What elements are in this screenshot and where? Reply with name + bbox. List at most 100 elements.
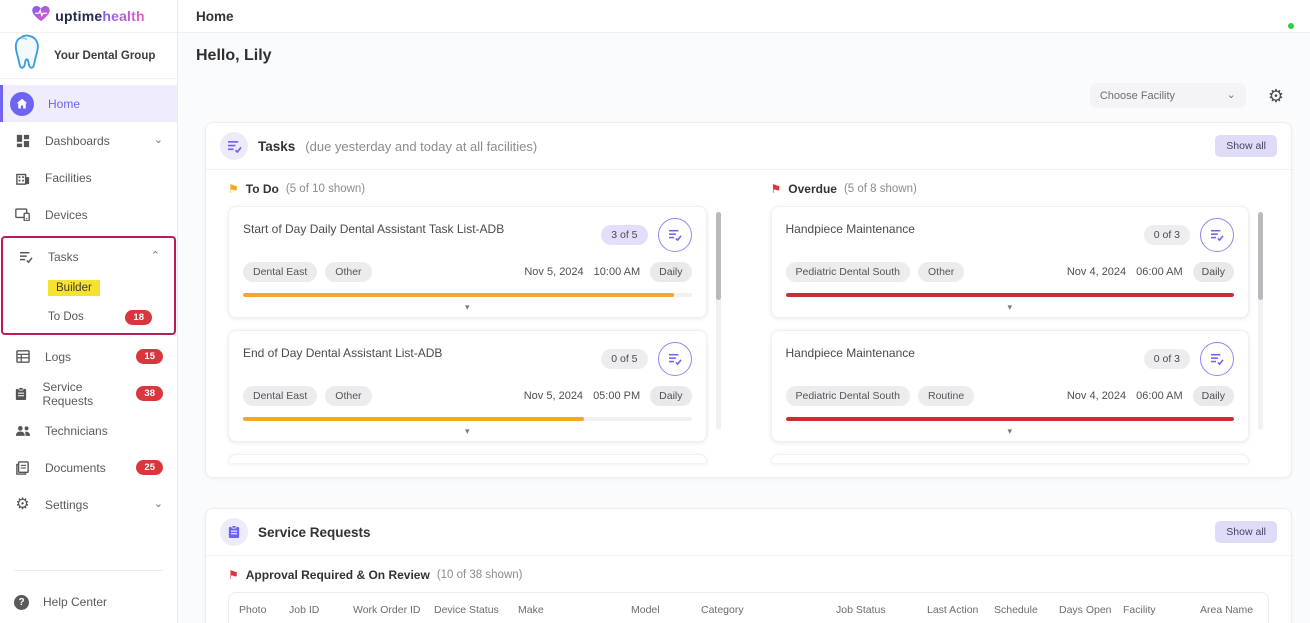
task-frequency-pill: Daily	[650, 262, 692, 282]
task-card: Start of Day Daily Dental Assistant Task…	[228, 206, 707, 318]
sidebar-item-label: Dashboards	[45, 133, 110, 148]
task-card: Handpiece Maintenance 0 of 3 Pediatric D…	[770, 206, 1249, 318]
expand-chevron-icon: ▾	[464, 301, 470, 312]
user-avatar[interactable]	[1268, 3, 1295, 30]
column-header: Facility	[1123, 603, 1156, 616]
service-requests-card: Service Requests Show all ⚑ Approval Req…	[205, 508, 1292, 623]
sidebar-divider	[14, 570, 163, 571]
devices-icon	[14, 208, 31, 221]
task-expand-toggle[interactable]: ▾	[786, 421, 1235, 441]
service-requests-show-all-button[interactable]: Show all	[1215, 521, 1277, 543]
task-progress-fill	[243, 417, 584, 421]
overdue-scrollbar[interactable]	[1258, 212, 1263, 430]
sidebar-item-label: Home	[48, 96, 81, 111]
technicians-icon	[14, 425, 31, 437]
task-frequency-pill: Daily	[650, 386, 692, 406]
task-title: Handpiece Maintenance	[785, 222, 915, 236]
tasks-show-all-button[interactable]: Show all	[1215, 135, 1277, 157]
task-progress-pill: 0 of 3	[1143, 349, 1190, 369]
facility-tag: Pediatric Dental South	[785, 386, 910, 406]
chevron-up-icon: ⌃	[150, 250, 160, 262]
sidebar-nav: Home Dashboards ⌄ Facilities Devices	[0, 79, 177, 523]
tasks-subtitle: (due yesterday and today at all faciliti…	[305, 138, 538, 154]
documents-icon	[14, 460, 31, 475]
sidebar-item-technicians[interactable]: Technicians	[0, 412, 177, 449]
todo-scrollbar[interactable]	[715, 212, 721, 430]
sidebar-item-label: Settings	[45, 497, 89, 512]
sidebar-subitem-builder[interactable]: Builder	[3, 275, 174, 301]
task-progress-track	[243, 417, 692, 421]
sidebar-item-label: Facilities	[45, 170, 92, 185]
online-status-dot	[1287, 22, 1295, 30]
greeting-heading: Hello, Lily	[196, 47, 272, 64]
task-frequency-pill: Daily	[1192, 262, 1234, 282]
dashboards-icon	[14, 134, 31, 148]
tasks-card-header: Tasks (due yesterday and today at all fa…	[206, 123, 1291, 169]
todos-count-badge: 18	[125, 309, 152, 325]
open-task-checklist-button[interactable]	[1200, 218, 1234, 252]
sidebar-item-settings[interactable]: ⚙ Settings ⌄	[0, 486, 177, 523]
brand-logo[interactable]: uptimehealth	[0, 0, 177, 33]
controls-row: Choose Facility ⌄ ⚙	[196, 83, 1292, 108]
sidebar-item-service-requests[interactable]: Service Requests 38	[0, 375, 177, 412]
task-expand-toggle[interactable]: ▾	[243, 297, 692, 317]
builder-highlighted-label: Builder	[48, 280, 100, 296]
scrollbar-thumb[interactable]	[715, 212, 721, 300]
logs-icon	[14, 350, 31, 363]
service-requests-icon	[220, 518, 248, 546]
topbar: Home	[178, 0, 1310, 33]
sidebar-subitem-todos[interactable]: To Dos 18	[3, 301, 174, 333]
task-progress-track	[243, 293, 692, 297]
service-requests-icon	[14, 386, 28, 401]
task-date: Nov 4, 2024	[1066, 390, 1127, 402]
approval-flag-icon: ⚑	[228, 568, 239, 582]
task-progress-pill: 3 of 5	[601, 225, 648, 245]
column-header: Job Status	[836, 603, 886, 616]
chevron-down-icon: ⌄	[153, 134, 163, 146]
gear-icon: ⚙	[15, 495, 30, 513]
task-progress-track	[785, 417, 1234, 421]
task-progress-fill	[785, 417, 1234, 421]
sidebar-item-tasks[interactable]: Tasks ⌃	[3, 238, 174, 275]
sidebar-item-devices[interactable]: Devices	[0, 196, 177, 233]
facility-select[interactable]: Choose Facility ⌄	[1089, 83, 1246, 108]
todo-label: To Do	[245, 182, 279, 196]
column-header: Area Name	[1200, 603, 1254, 616]
facility-tag: Dental East	[243, 386, 318, 406]
task-expand-toggle[interactable]: ▾	[243, 421, 692, 441]
facility-tag: Pediatric Dental South	[785, 262, 910, 282]
open-task-checklist-button[interactable]	[657, 218, 692, 252]
partially-visible-task-card	[228, 454, 707, 463]
sidebar-item-dashboards[interactable]: Dashboards ⌄	[0, 122, 177, 159]
service-requests-header: Service Requests Show all	[206, 509, 1291, 555]
open-task-checklist-button[interactable]	[657, 342, 692, 376]
todo-count: (5 of 10 shown)	[285, 183, 366, 195]
overdue-column: ⚑ Overdue (5 of 8 shown) Handpiece Maint…	[770, 182, 1270, 463]
divider	[206, 169, 1291, 170]
service-requests-title: Service Requests	[258, 524, 371, 540]
tasks-icon	[220, 132, 248, 160]
category-tag: Other	[325, 262, 372, 282]
dashboard-settings-gear-icon[interactable]: ⚙	[1267, 85, 1284, 106]
expand-chevron-icon: ▾	[1007, 301, 1013, 312]
sidebar-item-facilities[interactable]: Facilities	[0, 159, 177, 196]
task-expand-toggle[interactable]: ▾	[786, 297, 1235, 317]
help-center-link[interactable]: ? Help Center	[0, 581, 177, 623]
task-title: Start of Day Daily Dental Assistant Task…	[243, 222, 505, 236]
main-area: Home Hello, Lily Choose Facility ⌄ ⚙ Tas…	[178, 0, 1310, 623]
approval-section-header: ⚑ Approval Required & On Review (10 of 3…	[206, 556, 1291, 592]
task-date: Nov 5, 2024	[524, 266, 584, 278]
tasks-card: Tasks (due yesterday and today at all fa…	[205, 122, 1292, 478]
organization-row[interactable]: Your Dental Group	[0, 33, 177, 79]
task-progress-track	[785, 293, 1234, 297]
sidebar-item-home[interactable]: Home	[0, 85, 177, 122]
chevron-down-icon: ⌄	[153, 498, 163, 510]
organization-name: Your Dental Group	[54, 49, 156, 62]
open-task-checklist-button[interactable]	[1200, 342, 1234, 376]
sidebar-item-documents[interactable]: Documents 25	[0, 449, 177, 486]
scrollbar-thumb[interactable]	[1258, 212, 1263, 300]
tooth-logo-icon	[10, 34, 46, 77]
facility-select-value: Choose Facility	[1099, 89, 1176, 102]
sidebar-item-logs[interactable]: Logs 15	[0, 338, 177, 375]
partially-visible-task-card	[770, 454, 1249, 463]
